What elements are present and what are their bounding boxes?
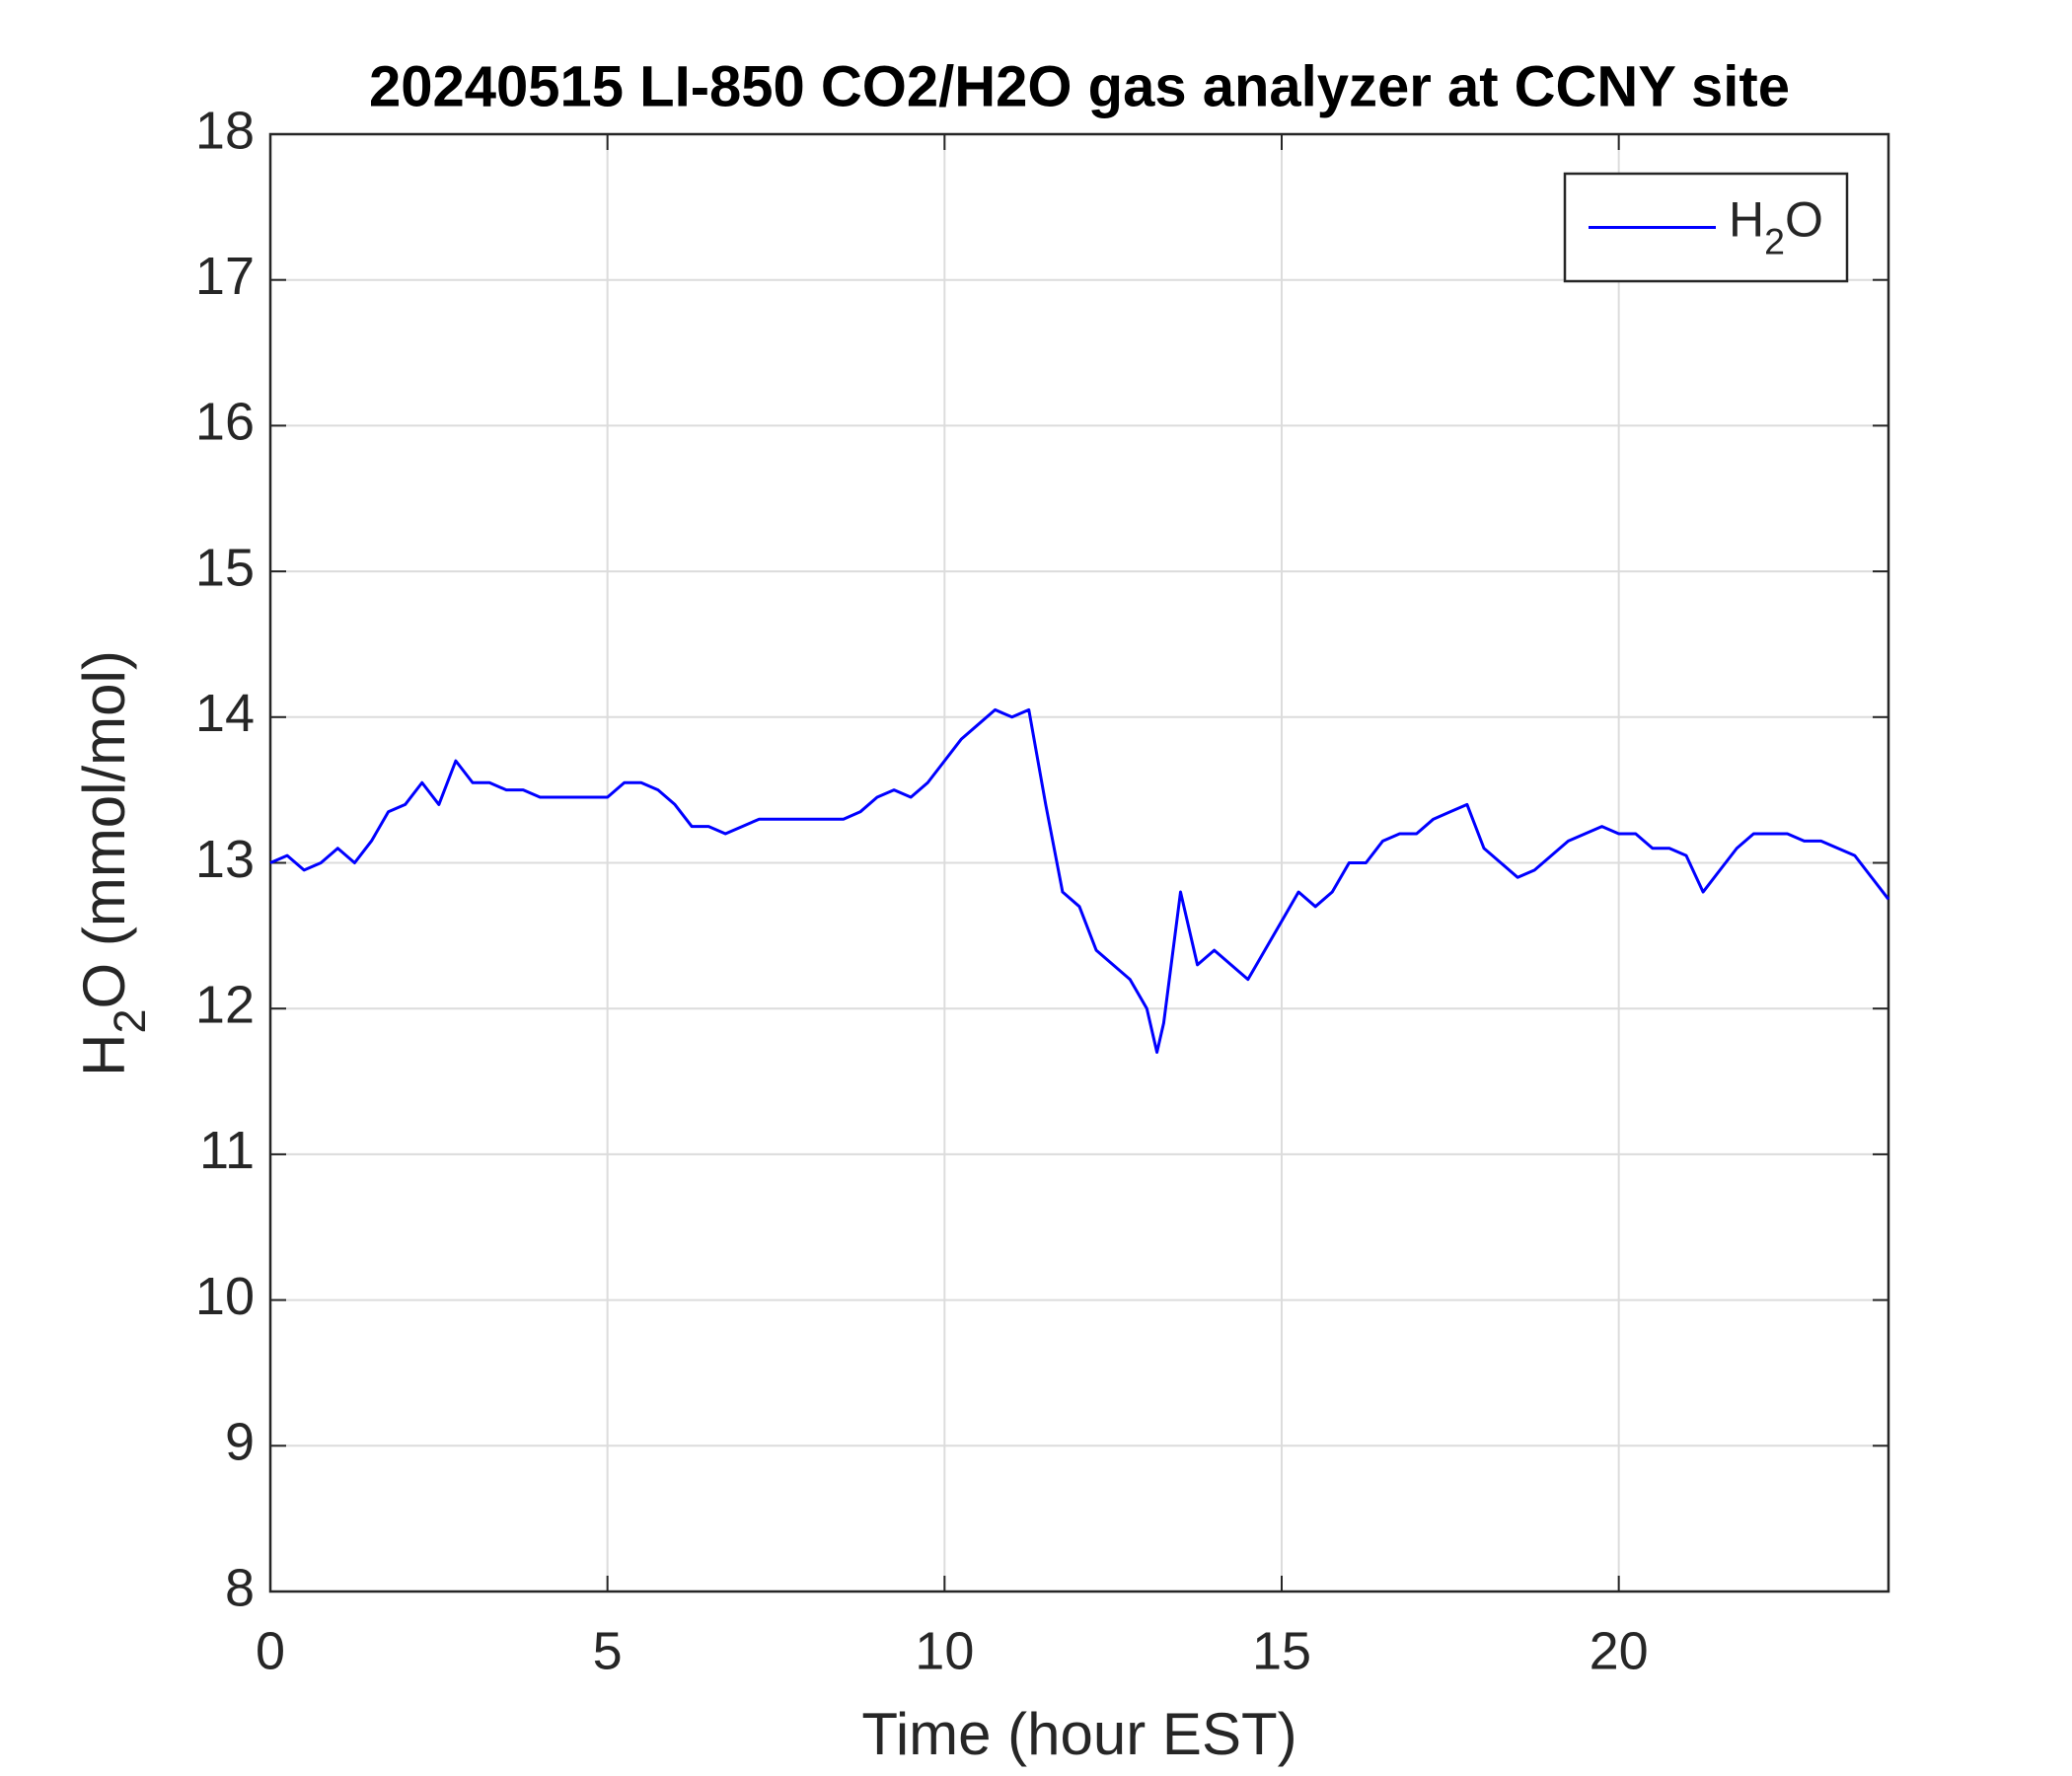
y-tick-label: 12	[195, 975, 255, 1034]
y-tick-label: 17	[195, 247, 255, 306]
x-tick-label: 5	[593, 1621, 623, 1680]
y-tick-label: 11	[199, 1121, 255, 1180]
x-tick-label: 0	[256, 1621, 285, 1680]
y-tick-label: 16	[195, 393, 255, 452]
x-tick-label: 10	[915, 1621, 974, 1680]
x-tick-label: 20	[1590, 1621, 1649, 1680]
x-tick-label: 15	[1252, 1621, 1311, 1680]
data-line	[269, 707, 1890, 1055]
y-tick-label: 18	[195, 101, 255, 160]
x-axis-label: Time (hour EST)	[861, 1701, 1296, 1767]
y-tick-label: 14	[195, 684, 255, 743]
y-tick-label: 8	[225, 1558, 255, 1617]
legend-label: H2O	[1729, 192, 1823, 262]
y-tick-label: 13	[195, 830, 255, 889]
y-tick-label: 9	[225, 1413, 255, 1472]
y-tick-label: 10	[195, 1267, 255, 1326]
y-tick-label: 15	[195, 538, 255, 597]
y-axis-label: H2O (mmol/mol)	[71, 650, 156, 1076]
chart-title: 20240515 LI-850 CO2/H2O gas analyzer at …	[369, 54, 1790, 118]
